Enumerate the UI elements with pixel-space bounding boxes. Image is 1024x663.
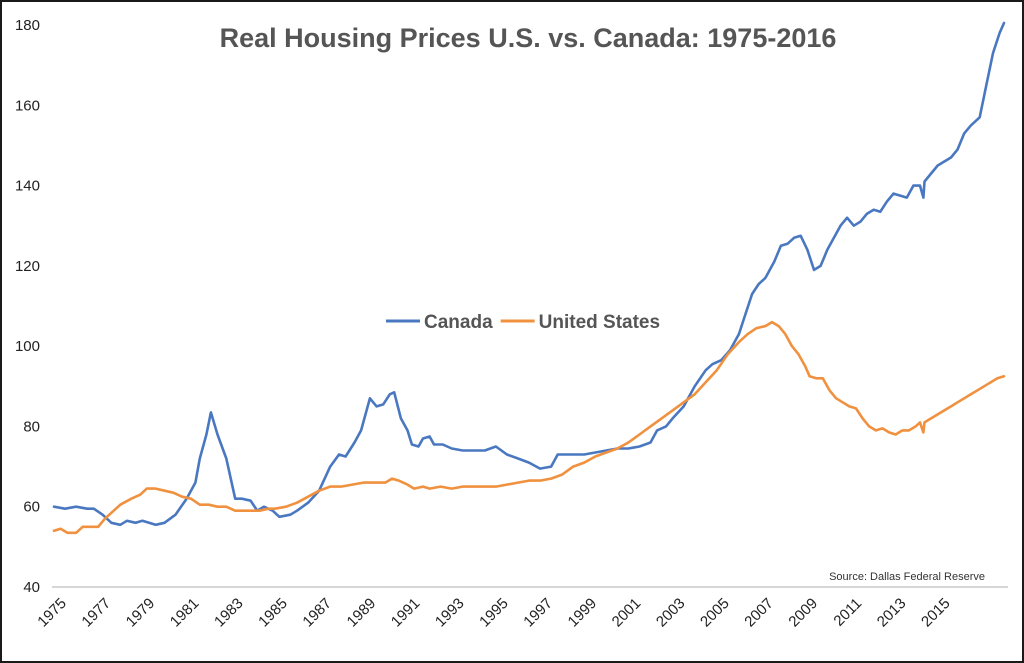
x-tick-label: 1989 [344, 595, 380, 631]
x-tick-label: 1985 [255, 595, 291, 631]
y-tick-label: 40 [23, 579, 40, 596]
x-tick-label: 1993 [432, 595, 468, 631]
y-tick-label: 180 [15, 17, 40, 34]
y-tick-label: 60 [23, 499, 40, 516]
x-tick-label: 2009 [785, 595, 821, 631]
x-tick-label: 1999 [565, 595, 601, 631]
y-tick-label: 100 [15, 338, 40, 355]
y-tick-label: 160 [15, 97, 40, 114]
x-tick-label: 2015 [918, 595, 954, 631]
x-tick-label: 2013 [874, 595, 910, 631]
y-tick-label: 140 [15, 178, 40, 195]
x-tick-label: 2003 [653, 595, 689, 631]
legend-label: Canada [424, 312, 493, 333]
x-tick-label: 1977 [78, 595, 114, 631]
series-lines [52, 21, 1006, 535]
series-line-united-states [52, 320, 1006, 535]
x-tick-label: 1987 [299, 595, 335, 631]
x-tick-label: 2007 [741, 595, 777, 631]
x-tick-label: 1995 [476, 595, 512, 631]
x-tick-label: 1981 [167, 595, 203, 631]
x-axis: 1975 1977 1979 1981 1983 1985 1987 1989 1991 1993… [34, 595, 953, 631]
chart-title: Real Housing Prices U.S. vs. Canada: 197… [220, 23, 837, 53]
legend: Canada United States [386, 312, 660, 333]
series-line-canada [52, 21, 1006, 527]
legend-label: United States [539, 312, 660, 333]
x-tick-label: 1983 [211, 595, 247, 631]
x-tick-label: 1975 [34, 595, 70, 631]
source-note: Source: Dallas Federal Reserve [829, 571, 985, 583]
x-tick-label: 2001 [609, 595, 645, 631]
x-tick-label: 2005 [697, 595, 733, 631]
x-tick-label: 1997 [520, 595, 556, 631]
x-tick-label: 2011 [830, 595, 865, 630]
x-tick-label: 1991 [388, 595, 424, 631]
y-tick-label: 120 [15, 258, 40, 275]
y-axis: 40 60 80 100 120 140 160 180 [15, 17, 40, 596]
x-tick-label: 1979 [123, 595, 159, 631]
y-tick-label: 80 [23, 418, 40, 435]
